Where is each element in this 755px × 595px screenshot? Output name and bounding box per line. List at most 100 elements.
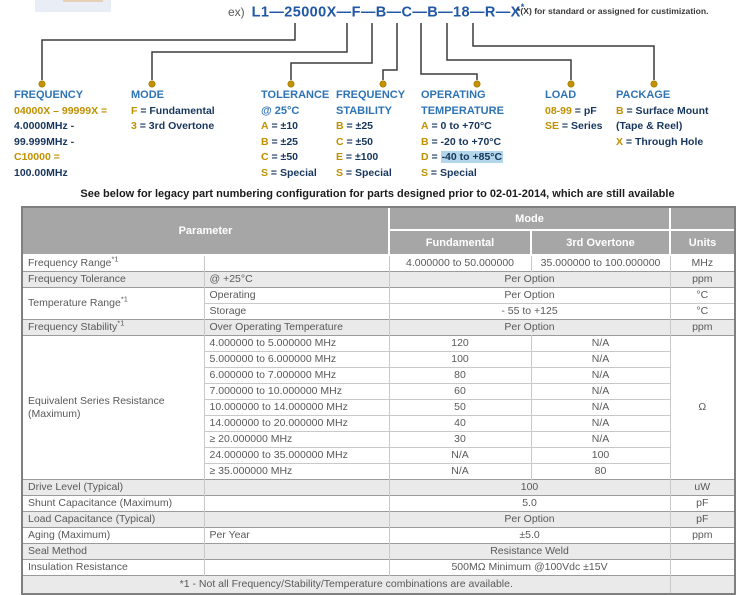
option-code: D <box>421 151 429 163</box>
table-cell: Drive Level (Typical) <box>23 479 205 496</box>
callout-header: OPERATING <box>421 89 486 101</box>
table-cell: N/A <box>531 367 671 384</box>
table-cell: 100 <box>531 447 671 464</box>
callout-item: 100.00MHz <box>14 166 68 179</box>
table-cell <box>204 479 390 496</box>
callout-item: A = ±10 <box>261 120 299 132</box>
table-cell: N/A <box>531 399 671 416</box>
callout-item: C = ±50 <box>336 135 374 148</box>
option-code: C <box>261 151 269 163</box>
callout-columns: FREQUENCY 04000X – 99999X = 4.0000MHz - 99.… <box>0 88 755 188</box>
table-cell: Over Operating Temperature <box>204 319 390 336</box>
col-header-units: Units <box>669 229 735 256</box>
part-number: L1—25000X—F—B—C—B—18—R—X <box>251 4 521 21</box>
option-code: S <box>336 166 344 179</box>
table-cell: pF <box>670 495 735 512</box>
table-cell: ppm <box>670 319 735 336</box>
callout-item: 99.999MHz - <box>14 135 75 148</box>
callout-item: (Tape & Reel) <box>616 120 683 132</box>
spec-table: Parameter Mode Fundamental 3rd Overtone … <box>23 208 735 593</box>
callout-item: S = Special <box>261 166 317 179</box>
callout-item: A = 0 to +70°C <box>421 120 492 132</box>
line-load <box>446 23 572 80</box>
table-row: 7.000000 to 10.000000 MHz 60 N/A <box>23 383 734 400</box>
table-row: ≥ 20.000000 MHz 30 N/A <box>23 431 734 448</box>
table-cell: *1 - Not all Frequency/Stability/Tempera… <box>23 575 671 593</box>
callout-item: B = Surface Mount <box>616 104 709 117</box>
callout-header: FREQUENCY <box>336 89 406 101</box>
table-cell: 6.000000 to 7.000000 MHz <box>204 367 390 384</box>
table-cell: 100 <box>389 351 532 368</box>
table-cell: uW <box>670 479 735 496</box>
table-cell <box>204 559 390 576</box>
callout-item: SE = Series <box>545 120 603 132</box>
table-cell: - 55 to +125 <box>389 303 671 320</box>
table-cell: ppm <box>670 527 735 544</box>
table-cell: 40 <box>389 415 532 432</box>
table-row: Storage - 55 to +125 °C <box>23 303 735 320</box>
col-header-fundamental: Fundamental <box>388 229 533 256</box>
table-row: *1 - Not all Frequency/Stability/Tempera… <box>23 575 735 593</box>
table-cell: Per Year <box>204 527 390 544</box>
cropped-artifact <box>35 0 111 12</box>
dot-stability <box>379 80 387 88</box>
table-cell: N/A <box>531 431 671 448</box>
callout-item: 4.0000MHz - <box>14 120 75 132</box>
footnote-marker: *1 <box>120 294 128 304</box>
table-cell <box>204 254 390 272</box>
table-cell: Seal Method <box>23 543 205 560</box>
table-cell: N/A <box>389 447 532 464</box>
callout-column: MODE F = Fundamental 3 = 3rd Overtone <box>131 88 215 135</box>
callout-lines <box>38 23 658 88</box>
callout-item: X = Through Hole <box>616 135 704 148</box>
table-cell: Storage <box>204 303 390 320</box>
table-cell: Shunt Capacitance (Maximum) <box>23 495 205 512</box>
line-operating <box>420 23 478 80</box>
table-row: 24.000000 to 35.000000 MHz N/A 100 <box>23 447 734 464</box>
callout-item: D = -40 to +85°C <box>421 151 504 163</box>
callout-header: STABILITY <box>336 104 393 117</box>
option-code: B <box>421 135 429 148</box>
table-cell: N/A <box>531 351 671 368</box>
table-row: Aging (Maximum) Per Year ±5.0 ppm <box>23 527 735 544</box>
callout-item: C10000 = <box>14 150 107 166</box>
table-cell: 35.000000 to 100.000000 <box>531 254 671 272</box>
option-code: 04000X – 99999X = <box>14 104 108 117</box>
table-cell: Load Capacitance (Typical) <box>23 511 205 528</box>
callout-column: FREQUENCY STABILITY B = ±25 C = ±50 E = ±100… <box>336 88 405 181</box>
dot-tolerance <box>287 80 295 88</box>
table-row: Shunt Capacitance (Maximum) 5.0 pF <box>23 495 735 512</box>
table-cell: 14.000000 to 20.000000 MHz <box>204 415 390 432</box>
dot-mode <box>148 80 156 88</box>
table-cell: Temperature Range*1 <box>23 287 205 320</box>
option-code: B <box>261 135 269 148</box>
part-number-example: ex) L1—25000X—F—B—C—B—18—R—X* <box>228 2 524 21</box>
line-stability <box>382 23 398 80</box>
option-code: B <box>336 120 344 132</box>
callout-header: @ 25°C <box>261 104 300 117</box>
callout-item: B = ±25 <box>336 120 374 132</box>
footnote-marker: *1 <box>117 319 125 328</box>
table-cell: N/A <box>531 335 671 352</box>
table-cell: 100 <box>389 479 671 496</box>
option-code: 3 <box>131 120 137 132</box>
callout-header: TEMPERATURE <box>421 104 504 117</box>
col-header-units-spacer <box>669 208 735 231</box>
line-mode <box>151 23 348 80</box>
callout-header: FREQUENCY <box>14 89 84 101</box>
legacy-note: See below for legacy part numbering conf… <box>80 188 675 200</box>
table-cell <box>204 495 390 512</box>
table-cell: 60 <box>389 383 532 400</box>
option-code: C10000 = <box>14 151 60 163</box>
callout-item: B = -20 to +70°C <box>421 135 502 148</box>
callout-item: 08-99 = pF <box>545 104 597 117</box>
table-cell: 50 <box>389 399 532 416</box>
table-cell: MHz <box>670 254 735 272</box>
callout-item: C = ±50 <box>261 151 299 163</box>
table-cell <box>204 543 390 560</box>
table-cell <box>204 511 390 528</box>
table-cell: ≥ 35.000000 MHz <box>204 463 390 480</box>
table-cell: Resistance Weld <box>389 543 671 560</box>
callout-item: 3 = 3rd Overtone <box>131 120 215 132</box>
table-cell: ppm <box>670 271 735 288</box>
